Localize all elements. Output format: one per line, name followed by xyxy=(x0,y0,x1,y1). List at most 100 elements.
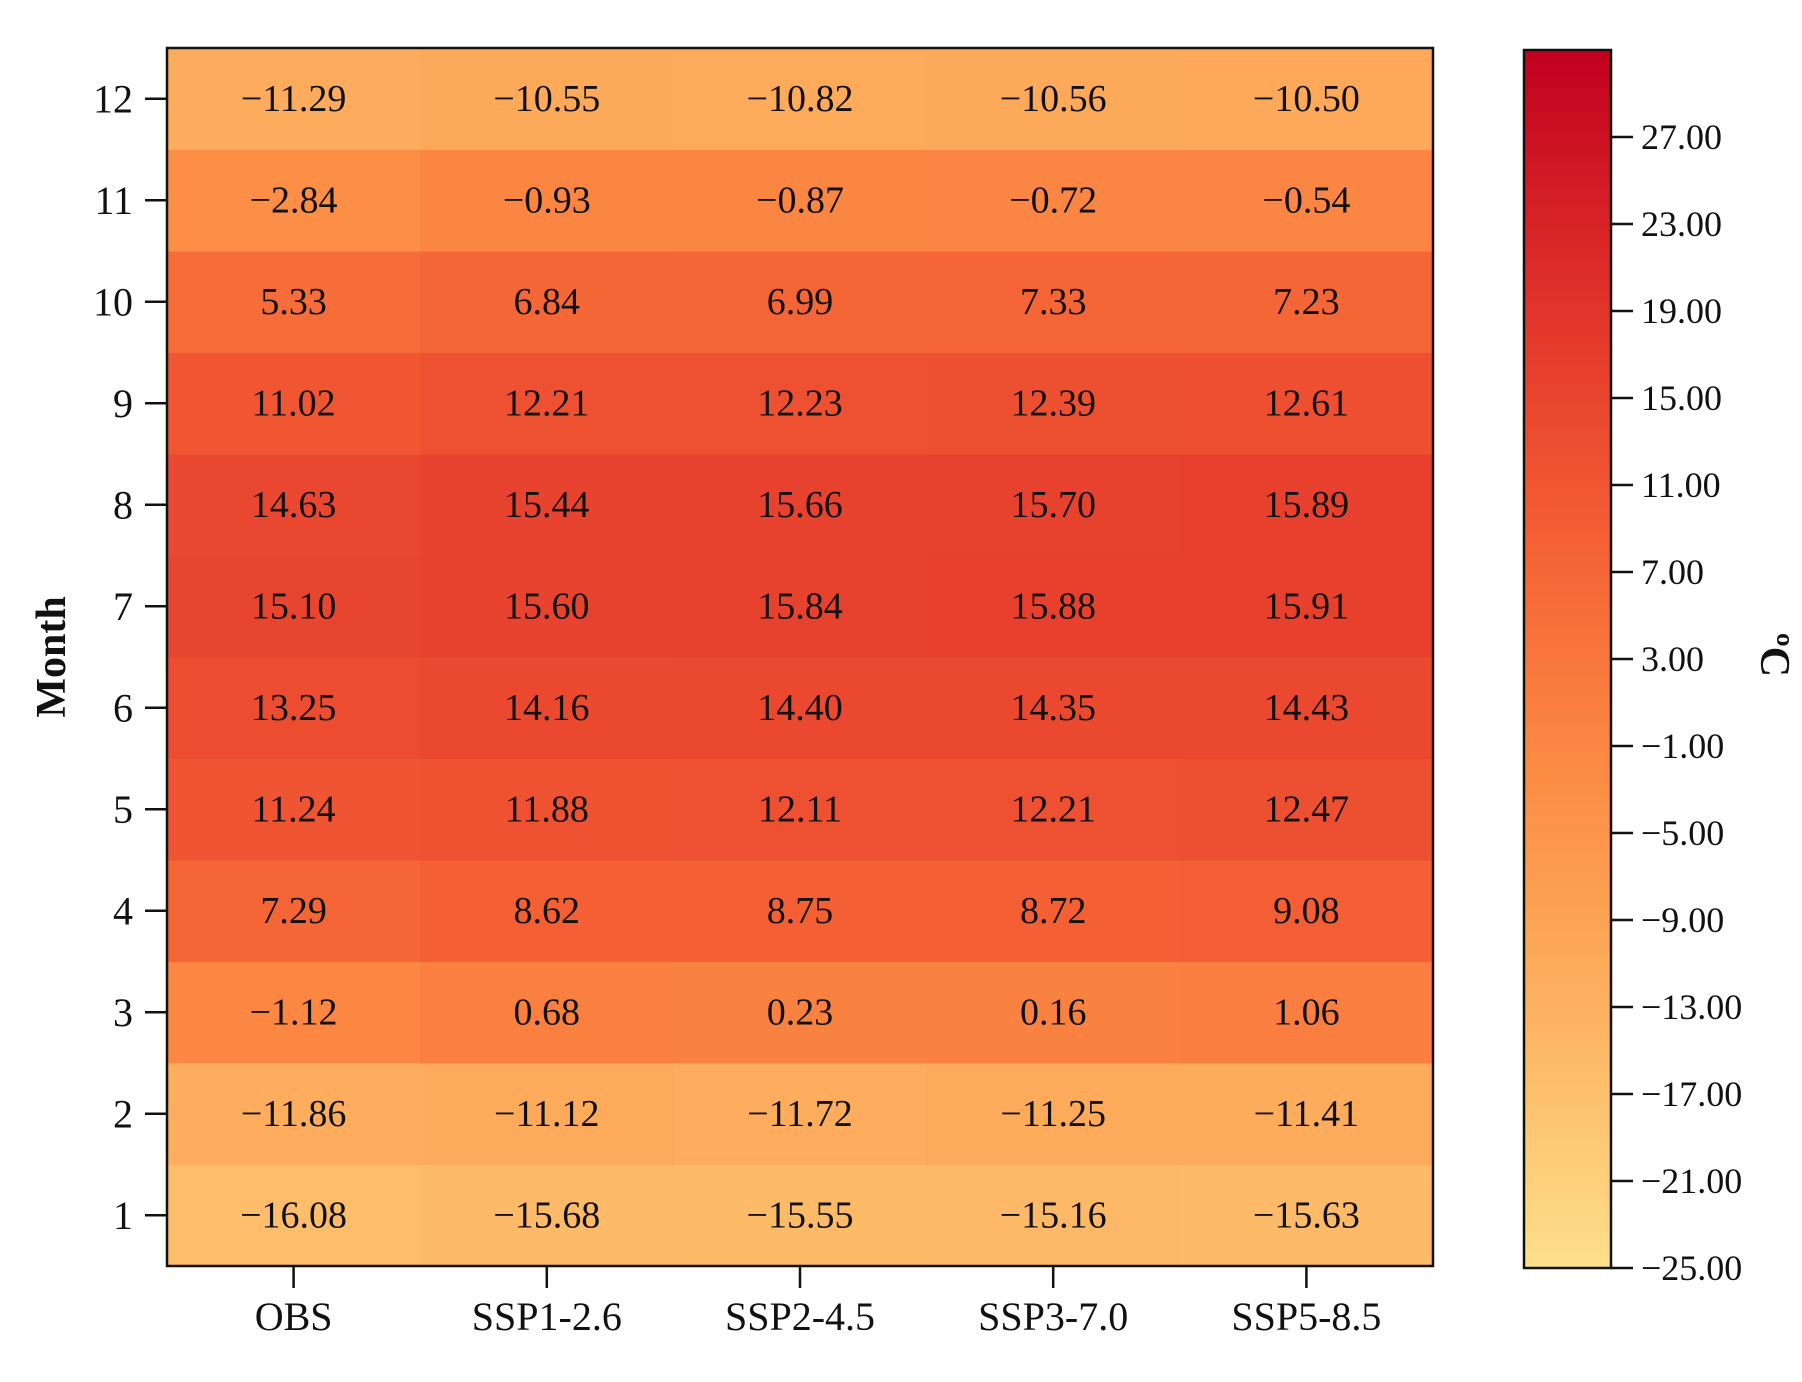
heatmap-cell-month-1-SSP5-8.5 xyxy=(1179,1164,1434,1267)
x-tick-label: OBS xyxy=(255,1294,333,1339)
heatmap-cell-month-10-OBS xyxy=(167,251,421,353)
heatmap-cell-month-1-SSP2-4.5 xyxy=(673,1164,928,1267)
colorbar xyxy=(1522,48,1613,1270)
heatmap-cell-month-6-SSP1-2.6 xyxy=(420,657,674,759)
heatmap-cell-month-9-SSP3-7.0 xyxy=(926,352,1181,455)
heatmap-cell-month-10-SSP3-7.0 xyxy=(926,251,1181,353)
heatmap-cell-month-1-SSP1-2.6 xyxy=(420,1164,674,1267)
y-tick-label: 3 xyxy=(113,990,133,1035)
cell-value-label: −11.25 xyxy=(1000,1093,1106,1135)
heatmap-cell-month-3-OBS xyxy=(167,961,421,1064)
cell-value-label: 12.21 xyxy=(504,382,590,424)
heatmap-cell-month-10-SSP1-2.6 xyxy=(420,251,674,353)
cell-value-label: 15.70 xyxy=(1010,484,1096,526)
heatmap-cell-month-2-SSP2-4.5 xyxy=(673,1063,928,1165)
cell-value-label: −11.41 xyxy=(1254,1093,1360,1135)
colorbar-tick-label: 7.00 xyxy=(1641,552,1704,592)
heatmap-cell-month-8-SSP1-2.6 xyxy=(420,454,674,556)
heatmap-cell-month-5-SSP1-2.6 xyxy=(420,758,674,861)
x-axis: OBS SSP1-2.6 SSP2-4.5 SSP3-7.0 SSP5-8.5 xyxy=(255,1266,1381,1339)
cell-value-label: −0.93 xyxy=(503,179,591,221)
heatmap-cell-month-11-SSP3-7.0 xyxy=(926,149,1181,252)
heatmap-cell-month-7-SSP2-4.5 xyxy=(673,555,928,658)
heatmap-cell-month-9-SSP2-4.5 xyxy=(673,352,928,455)
y-tick-label: 9 xyxy=(113,381,133,426)
colorbar-tick-label: −25.00 xyxy=(1641,1248,1742,1288)
cell-value-label: 15.88 xyxy=(1010,585,1096,627)
cell-value-label: −0.54 xyxy=(1262,179,1350,221)
heatmap-cell-month-9-SSP1-2.6 xyxy=(420,352,674,455)
cell-value-label: 15.44 xyxy=(504,484,590,526)
heatmap-cell-month-11-SSP2-4.5 xyxy=(673,149,928,252)
heatmap-cell-month-5-OBS xyxy=(167,758,421,861)
heatmap-cell-month-11-OBS xyxy=(167,149,421,252)
heatmap-cell-month-6-SSP5-8.5 xyxy=(1179,657,1434,759)
cell-value-label: 12.47 xyxy=(1264,788,1350,830)
cell-value-label: 12.23 xyxy=(757,382,843,424)
heatmap-cell-month-4-OBS xyxy=(167,860,421,962)
cell-value-label: 12.11 xyxy=(758,788,842,830)
cell-value-label: 11.02 xyxy=(252,382,336,424)
cell-value-label: −11.86 xyxy=(241,1093,347,1135)
cell-value-label: −0.87 xyxy=(756,179,844,221)
heatmap-cell-month-10-SSP2-4.5 xyxy=(673,251,928,353)
heatmap-cell-month-7-SSP1-2.6 xyxy=(420,555,674,658)
cell-value-label: 12.21 xyxy=(1010,788,1096,830)
heatmap-cell-month-3-SSP2-4.5 xyxy=(673,961,928,1064)
heatmap-cell-month-12-SSP2-4.5 xyxy=(673,48,928,150)
colorbar-tick-label: −5.00 xyxy=(1641,813,1724,853)
x-tick-label: SSP1-2.6 xyxy=(472,1294,622,1339)
colorbar-tick-label: 11.00 xyxy=(1641,465,1721,505)
heatmap-cell-month-12-OBS xyxy=(167,48,421,150)
cell-value-label: 7.29 xyxy=(260,890,327,932)
y-tick-label: 12 xyxy=(93,76,133,121)
heatmap-cell-month-4-SSP1-2.6 xyxy=(420,860,674,962)
cell-value-label: 0.23 xyxy=(767,991,834,1033)
colorbar-tick-label: 15.00 xyxy=(1641,378,1722,418)
cell-value-label: 5.33 xyxy=(260,281,327,323)
heatmap-cell-month-12-SSP1-2.6 xyxy=(420,48,674,150)
heatmap-cell-month-5-SSP5-8.5 xyxy=(1179,758,1434,861)
heatmap-cell-month-12-SSP5-8.5 xyxy=(1179,48,1434,150)
heatmap-cell-month-9-OBS xyxy=(167,352,421,455)
heatmap-cell-month-11-SSP1-2.6 xyxy=(420,149,674,252)
cell-value-label: −15.68 xyxy=(493,1194,600,1236)
cell-value-label: 15.60 xyxy=(504,585,590,627)
colorbar-tick-label: −21.00 xyxy=(1641,1161,1742,1201)
colorbar-tick-label: −1.00 xyxy=(1641,726,1724,766)
cell-value-label: −1.12 xyxy=(250,991,338,1033)
cell-value-label: 9.08 xyxy=(1273,890,1340,932)
cell-value-label: 0.16 xyxy=(1020,991,1087,1033)
heatmap-cell-month-5-SSP3-7.0 xyxy=(926,758,1181,861)
y-tick-label: 2 xyxy=(113,1091,133,1136)
cell-value-label: 15.84 xyxy=(757,585,843,627)
colorbar-tick-label: 3.00 xyxy=(1641,639,1704,679)
heatmap-cell-month-7-OBS xyxy=(167,555,421,658)
heatmap-cell-month-6-SSP3-7.0 xyxy=(926,657,1181,759)
cell-value-label: 7.23 xyxy=(1273,281,1340,323)
cell-value-label: −10.50 xyxy=(1253,78,1360,120)
heatmap-cell-month-8-OBS xyxy=(167,454,421,556)
heatmap-cell-month-11-SSP5-8.5 xyxy=(1179,149,1434,252)
heatmap-cell-month-1-OBS xyxy=(167,1164,421,1267)
cell-value-label: −0.72 xyxy=(1009,179,1097,221)
cell-value-label: −2.84 xyxy=(250,179,338,221)
colorbar-tick-label: −9.00 xyxy=(1641,900,1724,940)
heatmap-cell-labels: −16.08 −15.68 −15.55 −15.16 −15.63 −11.86 −11.… xyxy=(240,78,1360,1237)
cell-value-label: 14.63 xyxy=(251,484,337,526)
cell-value-label: 14.35 xyxy=(1010,687,1096,729)
cell-value-label: 6.84 xyxy=(514,281,581,323)
y-tick-label: 4 xyxy=(113,888,133,933)
cell-value-label: −10.82 xyxy=(747,78,854,120)
heatmap-cell-month-2-OBS xyxy=(167,1063,421,1165)
heatmap-cell-month-3-SSP3-7.0 xyxy=(926,961,1181,1064)
cell-value-label: −11.12 xyxy=(494,1093,600,1135)
colorbar-ticks: −25.00 −21.00 −17.00 −13.00 −9.00 −5.00 −1.00 3… xyxy=(1611,117,1742,1288)
heatmap-cell-month-4-SSP5-8.5 xyxy=(1179,860,1434,962)
x-tick-label: SSP2-4.5 xyxy=(725,1294,875,1339)
cell-value-label: 12.61 xyxy=(1264,382,1350,424)
cell-value-label: −15.55 xyxy=(747,1194,854,1236)
colorbar-tick-label: 23.00 xyxy=(1641,204,1722,244)
